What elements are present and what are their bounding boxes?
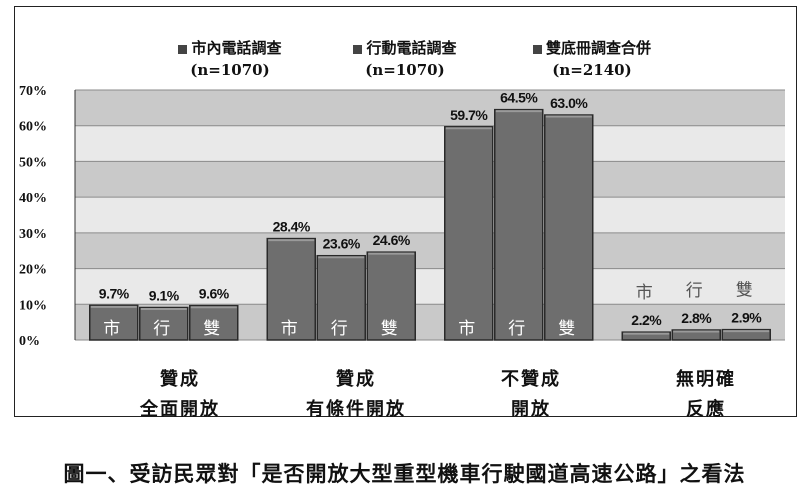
legend-swatch-combined — [532, 44, 542, 54]
category-label-no-answer: 無明確 反應 — [676, 369, 736, 420]
legend-n-mobile: (n=1070) — [365, 61, 445, 79]
bar-0-0 — [89, 304, 139, 341]
data-label: 64.5% — [500, 90, 538, 106]
y-tick-label: 0% — [19, 334, 40, 349]
data-label: 2.9% — [731, 310, 762, 326]
series-marker: 市 — [636, 283, 653, 303]
legend-label-landline: 市內電話調查 — [191, 39, 282, 57]
y-tick-label: 10% — [19, 298, 47, 313]
plot-band — [75, 268, 785, 305]
series-marker: 雙 — [558, 319, 575, 339]
bar-1-0 — [266, 237, 316, 341]
series-marker: 市 — [458, 319, 475, 339]
legend-label-mobile: 行動電話調查 — [366, 39, 457, 57]
bar-2-0 — [444, 126, 494, 341]
bar-3-0 — [621, 331, 671, 341]
legend-label-combined: 雙底冊調查合併 — [545, 39, 651, 57]
data-label: 23.6% — [323, 236, 361, 252]
bar-0-1 — [139, 306, 189, 341]
bar-chart: 0% 10% 20% 30% 40% 50% 60% 70% 9.7% 市 9.1% 行 9.6% 雙 28… — [19, 84, 785, 349]
y-tick-label: 50% — [19, 155, 47, 170]
bar-3-1 — [671, 329, 721, 341]
series-marker: 行 — [508, 319, 525, 339]
bar-2-2 — [544, 114, 594, 341]
legend-swatch-landline — [178, 44, 188, 54]
category-label-support-conditional: 贊成 有條件開放 — [306, 369, 406, 420]
bar-3-2 — [721, 328, 771, 341]
series-marker: 行 — [686, 281, 703, 301]
series-marker: 行 — [153, 319, 170, 339]
chart-frame: 0% 10% 20% 30% 40% 50% 60% 70% 9.7% 市 9.1% 行 9.6% 雙 28… — [14, 6, 797, 420]
bar-1-2 — [366, 251, 416, 341]
bar-0-2 — [189, 304, 239, 341]
legend-item-combined: 雙底冊調查合併 (n=2140) — [502, 37, 682, 81]
series-marker: 市 — [281, 319, 298, 339]
data-label: 63.0% — [550, 95, 588, 111]
category-label-support-full: 贊成 全面開放 — [140, 369, 220, 420]
data-label: 9.6% — [199, 286, 230, 302]
bar-2-1 — [494, 108, 544, 341]
plot-band — [75, 90, 785, 126]
data-label: 24.6% — [373, 232, 411, 248]
data-label: 59.7% — [450, 107, 488, 123]
legend-n-combined: (n=2140) — [552, 61, 632, 79]
legend-swatch-mobile — [353, 44, 363, 54]
y-tick-label: 30% — [19, 227, 47, 242]
legend-item-landline: 市內電話調查 (n=1070) — [140, 37, 320, 81]
data-label: 9.7% — [99, 285, 130, 301]
series-marker: 雙 — [736, 281, 753, 301]
series-marker: 行 — [331, 319, 348, 339]
data-label: 9.1% — [149, 288, 180, 304]
y-tick-label: 40% — [19, 191, 47, 206]
plot-band — [75, 232, 785, 269]
bar-1-1 — [316, 254, 366, 341]
legend-item-mobile: 行動電話調查 (n=1070) — [315, 37, 495, 81]
series-marker: 市 — [103, 319, 120, 339]
y-tick-label: 70% — [19, 84, 47, 99]
data-label: 28.4% — [273, 219, 311, 235]
category-label-oppose: 不贊成 開放 — [501, 369, 561, 420]
plot-band — [75, 197, 785, 233]
y-tick-label: 20% — [19, 263, 47, 278]
plot-band — [75, 161, 785, 198]
series-marker: 雙 — [203, 319, 220, 339]
data-label: 2.2% — [631, 312, 662, 328]
data-label: 2.8% — [681, 310, 712, 326]
series-marker: 雙 — [381, 319, 398, 339]
y-tick-label: 60% — [19, 120, 47, 135]
plot-band — [75, 125, 785, 162]
figure-caption: 圖一、受訪民眾對「是否開放大型重型機車行駛國道高速公路」之看法 — [63, 461, 746, 486]
legend-n-landline: (n=1070) — [190, 61, 270, 79]
